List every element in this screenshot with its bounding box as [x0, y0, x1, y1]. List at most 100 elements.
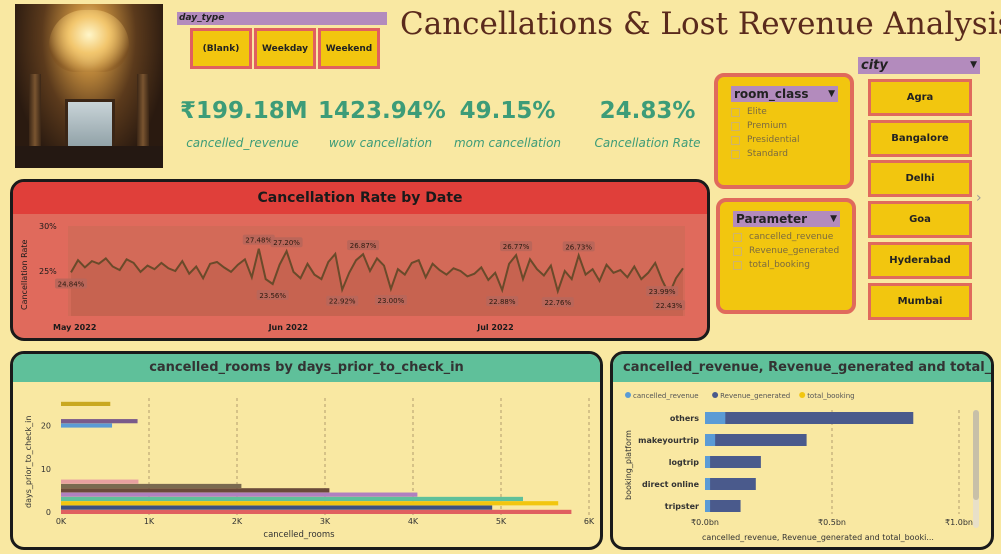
city-slicer-header[interactable]: city ▼: [858, 57, 980, 74]
legend-label: cancelled_revenue: [633, 392, 699, 400]
bar-revenue-generated: [705, 500, 741, 512]
bar: [61, 479, 139, 484]
room-class-option-premium[interactable]: Premium: [731, 119, 838, 133]
city-header-label: city: [861, 58, 888, 73]
room-class-slicer-header[interactable]: room_class ▼: [731, 86, 838, 102]
x-tick-label: Jun 2022: [268, 323, 308, 332]
chevron-right-icon[interactable]: ›: [976, 190, 982, 206]
chevron-down-icon: ▼: [970, 60, 977, 70]
data-label-bg: [55, 278, 87, 289]
x-tick-label: 3K: [320, 517, 331, 526]
bar-revenue-generated: [705, 434, 807, 446]
hotel-lobby-image: [15, 4, 163, 168]
x-tick-label: 0K: [56, 517, 67, 526]
kpi-wow-cancellation-label: wow cancellation: [328, 136, 433, 150]
checkbox-icon: [731, 135, 740, 145]
bar-revenue-generated: [705, 412, 914, 424]
city-button-goa[interactable]: Goa: [868, 201, 972, 238]
category-label: tripster: [665, 502, 699, 511]
x-tick-label: ₹1.0bn: [945, 518, 973, 527]
data-label: 27.20%: [273, 239, 300, 247]
y-axis-label: Cancellation Rate: [20, 239, 29, 310]
x-axis-label: cancelled_rooms: [263, 530, 335, 540]
bar-cancelled-revenue: [705, 478, 711, 490]
checkbox-icon: [733, 232, 742, 242]
checkbox-icon: [733, 260, 742, 270]
chevron-down-icon: ▼: [828, 89, 835, 99]
room-class-option-standard[interactable]: Standard: [731, 147, 838, 161]
x-tick-label: 2K: [232, 517, 243, 526]
x-tick-label: 1K: [144, 517, 155, 526]
data-label-bg: [256, 289, 289, 300]
data-label: 26.77%: [503, 243, 530, 251]
data-label: 22.43%: [656, 302, 683, 310]
parameter-option-label: total_booking: [749, 260, 810, 270]
parameter-header-label: Parameter: [736, 212, 808, 226]
parameter-option-total-booking[interactable]: total_booking: [733, 258, 840, 272]
room-class-option-elite[interactable]: Elite: [731, 105, 838, 119]
bar-cancelled-revenue: [705, 412, 726, 424]
x-axis-label: cancelled_revenue, Revenue_generated and…: [702, 533, 934, 542]
x-tick-label: ₹0.5bn: [818, 518, 846, 527]
room-class-option-presidential[interactable]: Presidential: [731, 133, 838, 147]
parameter-option-revenue-generated[interactable]: Revenue_generated: [733, 244, 840, 258]
data-label: 26.73%: [565, 243, 592, 251]
day-type-weekend-button[interactable]: Weekend: [318, 28, 380, 69]
bar-cancelled-revenue: [705, 500, 711, 512]
data-label-bg: [326, 295, 359, 306]
kpi-cancelled-revenue-label: cancelled_revenue: [186, 136, 299, 150]
room-class-option-label: Presidential: [747, 135, 800, 145]
legend-marker: [712, 392, 719, 398]
day-type-blank-button[interactable]: (Blank): [190, 28, 252, 69]
x-tick-label: May 2022: [53, 323, 96, 332]
city-button-agra[interactable]: Agra: [868, 79, 972, 116]
checkbox-icon: [733, 246, 742, 256]
parameter-slicer-header[interactable]: Parameter ▼: [733, 211, 840, 227]
kpi-cancellation-rate-value: 24.83%: [599, 98, 696, 124]
data-label-bg: [374, 295, 407, 305]
checkbox-icon: [731, 107, 740, 117]
bar-revenue-generated: [705, 478, 756, 490]
city-button-bangalore[interactable]: Bangalore: [868, 120, 972, 157]
cancellation-rate-chart-title: Cancellation Rate by Date: [13, 182, 707, 214]
data-label: 22.76%: [544, 299, 571, 307]
data-label-bg: [646, 286, 679, 297]
category-label: makeyourtrip: [638, 436, 699, 445]
bar: [61, 419, 138, 424]
city-button-mumbai[interactable]: Mumbai: [868, 283, 972, 320]
city-button-hyderabad[interactable]: Hyderabad: [868, 242, 972, 279]
data-label-bg: [242, 234, 275, 245]
bar-cancelled-revenue: [705, 434, 716, 446]
data-label-bg: [562, 241, 595, 252]
data-label: 22.92%: [329, 298, 356, 306]
city-button-delhi[interactable]: Delhi: [868, 160, 972, 197]
y-tick-label: 30%: [39, 222, 57, 231]
data-label: 24.84%: [58, 280, 85, 288]
day-type-slicer-header: day_type: [177, 12, 387, 25]
room-class-option-label: Standard: [747, 149, 788, 159]
kpi-cancelled-revenue-value: ₹199.18M: [180, 98, 308, 124]
data-label-bg: [541, 297, 574, 308]
scrollbar-thumb[interactable]: [973, 410, 979, 500]
x-tick-label: 5K: [496, 517, 507, 526]
cancelled-rooms-chart-card: cancelled_rooms by days_prior_to_check_i…: [10, 351, 603, 550]
kpi-mom-cancellation-label: mom cancellation: [453, 136, 562, 150]
room-class-option-label: Premium: [747, 121, 788, 131]
parameter-slicer: Parameter ▼ cancelled_revenue Revenue_ge…: [716, 198, 856, 314]
chevron-down-icon: ▼: [830, 214, 837, 224]
day-type-weekday-button[interactable]: Weekday: [254, 28, 316, 69]
data-label: 23.99%: [649, 288, 676, 296]
data-label: 26.87%: [350, 242, 377, 250]
legend-marker: [799, 392, 806, 398]
y-axis-label: days_prior_to_check_in: [24, 416, 33, 508]
data-label-bg: [486, 296, 519, 307]
bar: [61, 501, 559, 506]
kpi-wow-cancellation-value: 1423.94%: [318, 98, 446, 124]
y-tick-label: 25%: [39, 267, 57, 276]
cancellation-rate-chart-card: Cancellation Rate by Date Cancellation R…: [10, 179, 710, 341]
parameter-option-cancelled-revenue[interactable]: cancelled_revenue: [733, 230, 840, 244]
data-label: 23.00%: [378, 297, 405, 305]
category-label: others: [670, 414, 699, 423]
bar: [61, 509, 572, 514]
cancelled-rooms-bar-chart: days_prior_to_check_in cancelled_rooms 0…: [24, 398, 595, 540]
